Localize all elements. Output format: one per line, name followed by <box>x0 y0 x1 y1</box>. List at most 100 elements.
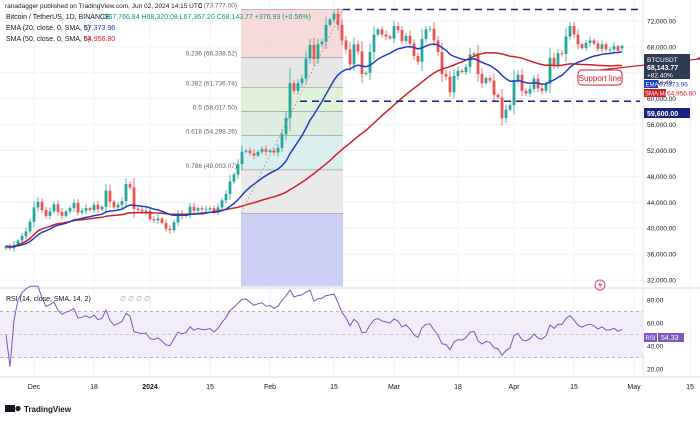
candle-body <box>300 78 304 84</box>
price-tick-label: 72,000.00 <box>647 18 676 25</box>
candle-body <box>228 181 232 194</box>
candle-body <box>20 235 24 241</box>
candle-body <box>48 211 52 216</box>
change-percent: +82.40% <box>647 73 673 80</box>
ohlc-values: O67,766.84 H68,320.08 L67,367.20 C68,143… <box>103 14 311 21</box>
candle-body <box>84 208 88 211</box>
candle-body <box>132 187 136 209</box>
fib-label: 0.382 (61,736.74) <box>186 80 237 87</box>
bar-countdown: 09:44:49 <box>647 80 673 87</box>
candle-body <box>432 28 436 41</box>
candle-body <box>248 150 252 154</box>
candle-body <box>308 44 312 59</box>
candle-body <box>592 40 596 44</box>
lightning-icon[interactable] <box>594 279 606 291</box>
candle-body <box>152 219 156 221</box>
candle-body <box>372 34 376 53</box>
candle-body <box>240 151 244 165</box>
candle-body <box>468 54 472 67</box>
candle-body <box>144 210 148 212</box>
candle-body <box>40 201 44 211</box>
candle-body <box>412 43 416 56</box>
tradingview-logo[interactable] <box>5 405 21 412</box>
candle-body <box>136 208 140 211</box>
candle-body <box>456 70 460 76</box>
candle-body <box>440 52 444 75</box>
candle-body <box>576 34 580 45</box>
candle-body <box>552 57 556 65</box>
rsi-na-markers: ∅ ∅ ∅ ∅ <box>120 296 150 303</box>
candle-body <box>376 29 380 35</box>
candle-body <box>52 204 56 212</box>
candle-body <box>428 28 432 30</box>
candle-body <box>516 74 520 80</box>
candle-body <box>528 88 532 94</box>
candle-body <box>176 213 180 223</box>
candle-body <box>36 201 40 208</box>
candle-body <box>64 211 68 216</box>
sma-tag: SMA:MA <box>645 92 669 98</box>
candle-body <box>560 53 564 55</box>
candle-body <box>56 204 60 212</box>
rsi-value-tag: RSI 54.33 <box>644 333 684 342</box>
candle-body <box>72 202 76 209</box>
candle-body <box>332 13 336 20</box>
candle-body <box>220 200 224 208</box>
fib-zone <box>241 169 343 214</box>
candle-body <box>604 44 608 50</box>
ema20-line <box>5 43 623 248</box>
candle-body <box>492 80 496 95</box>
candle-body <box>356 44 360 52</box>
time-tick-label: 18 <box>90 384 98 391</box>
candle-body <box>444 74 448 77</box>
candle-body <box>324 24 328 42</box>
price-tick-label: 60,000.00 <box>647 96 676 103</box>
candle-body <box>100 206 104 210</box>
candle-body <box>268 150 272 152</box>
candle-body <box>44 210 48 216</box>
candle-body <box>172 222 176 231</box>
candle-body <box>28 221 32 232</box>
candle-body <box>436 40 440 53</box>
candle-body <box>168 228 172 231</box>
sma-tag-value: 64,956.80 <box>667 91 696 98</box>
fib-zone <box>241 57 343 88</box>
candle-body <box>116 204 120 208</box>
candle-body <box>200 208 204 210</box>
candle-body <box>264 149 268 152</box>
candle-body <box>484 77 488 84</box>
time-tick-label: 2024 <box>142 384 158 391</box>
candle-body <box>596 43 600 49</box>
candle-body <box>32 207 36 222</box>
candle-body <box>416 55 420 62</box>
price-tick-label: 52,000.00 <box>647 148 676 155</box>
candle-body <box>424 29 428 40</box>
candle-body <box>464 66 468 73</box>
candle-body <box>572 26 576 35</box>
candle-body <box>532 78 536 89</box>
candle-body <box>540 88 544 91</box>
candle-body <box>408 35 412 44</box>
candle-body <box>500 97 504 119</box>
time-axis[interactable]: Dec18202415Feb15Mar18Apr15May15Jun17 <box>28 384 700 391</box>
candle-body <box>588 40 592 43</box>
candle-body <box>224 193 228 201</box>
fib-label: 0.236 (66,338.52) <box>186 51 237 58</box>
candle-body <box>404 35 408 42</box>
rsi-axis[interactable]: 80.00 60.00 40.00 20.00 <box>647 298 664 374</box>
candle-body <box>164 223 168 229</box>
candle-body <box>568 26 572 37</box>
candle-body <box>364 72 368 75</box>
fib-label: 0.618 (54,298.26) <box>186 129 237 136</box>
time-tick-label: Mar <box>388 384 401 391</box>
support-level-tag-bg <box>644 108 690 118</box>
candle-body <box>204 209 208 211</box>
candle-body <box>128 184 132 188</box>
candle-body <box>88 208 92 211</box>
candle-body <box>92 204 96 211</box>
sma-legend-value: 64,956.80 <box>84 36 115 43</box>
candle-body <box>400 30 404 42</box>
candle-body <box>312 44 316 60</box>
symbol-tag: BTCUSDT <box>647 57 678 64</box>
